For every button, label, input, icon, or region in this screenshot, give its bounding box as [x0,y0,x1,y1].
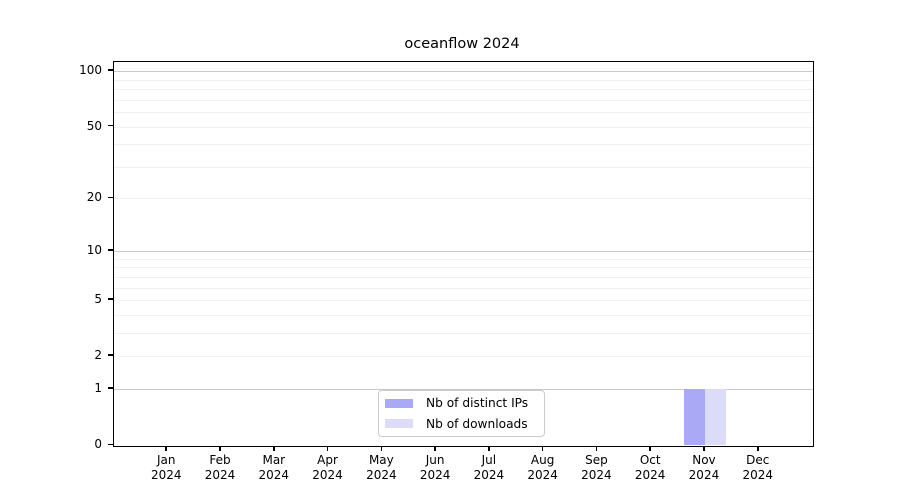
y-tick-mark [108,196,113,199]
y-tick-label: 1 [94,381,102,396]
gridline-minor [113,287,813,289]
gridline-minor [113,79,813,81]
x-tick-label: Mar 2024 [258,453,290,483]
chart-title: oceanflow 2024 [404,36,520,52]
gridline-minor [113,99,813,101]
y-tick-mark [108,124,113,127]
y-tick-label: 50 [86,118,102,133]
y-tick-mark [108,443,113,446]
y-tick-mark [108,249,113,251]
x-tick-label: Feb 2024 [204,453,236,483]
x-tick-mark [273,446,275,451]
x-tick-mark [165,446,168,451]
gridline-major [113,389,813,391]
x-tick-mark [649,446,651,451]
gridline-minor [113,166,813,168]
y-tick-label: 10 [86,242,102,257]
gridline-minor [113,144,813,146]
y-tick-label: 5 [94,292,102,307]
y-tick-mark [108,298,113,300]
x-tick-label: Nov 2024 [688,453,720,483]
x-tick-mark [488,446,490,451]
legend-label: Nb of downloads [426,416,528,431]
x-tick-mark [380,446,383,451]
x-tick-mark [434,446,436,451]
gridline-minor [113,356,813,358]
x-tick-label: Oct 2024 [634,453,666,483]
x-tick-label: Apr 2024 [312,453,343,483]
y-tick-label: 0 [94,437,102,452]
x-tick-label: Jul 2024 [473,453,505,483]
gridline-minor [113,126,813,128]
plot-area [112,61,814,447]
x-tick-label: Jan 2024 [150,453,182,483]
legend-item-downloads: Nb of downloads [385,416,536,433]
gridline-minor [113,258,813,260]
gridline-minor [113,332,813,334]
gridline-minor [113,300,813,302]
y-tick-label: 20 [86,190,102,205]
gridline-minor [113,276,813,278]
x-tick-label: Aug 2024 [527,453,558,483]
y-tick-label: 2 [94,348,102,363]
y-tick-mark [108,69,113,71]
bar-nb-of-downloads [704,389,727,446]
y-tick-mark [108,354,113,357]
legend-swatch-downloads [385,419,413,429]
gridline-major [113,250,813,252]
bar-nb-of-distinct-ips [683,389,705,446]
legend-item-distinct-ips: Nb of distinct IPs [385,395,536,412]
gridline-minor [113,88,813,90]
legend: Nb of distinct IPs Nb of downloads [378,390,545,437]
y-tick-mark [108,387,113,389]
gridline-minor [113,111,813,113]
x-tick-mark [703,446,705,451]
legend-swatch-ips [385,398,413,408]
x-tick-mark [595,446,598,451]
x-tick-mark [541,446,544,451]
gridline-minor [113,267,813,269]
x-tick-mark [219,446,221,451]
x-tick-label: May 2024 [366,453,397,483]
x-tick-label: Dec 2024 [742,453,773,483]
x-tick-mark [756,446,759,451]
gridline-minor [113,314,813,316]
x-tick-label: Sep 2024 [581,453,612,483]
y-tick-label: 100 [79,63,102,78]
gridline-major [113,71,813,73]
legend-label: Nb of distinct IPs [426,396,529,411]
x-tick-mark [326,446,329,451]
x-tick-label: Jun 2024 [419,453,451,483]
gridline-minor [113,198,813,200]
